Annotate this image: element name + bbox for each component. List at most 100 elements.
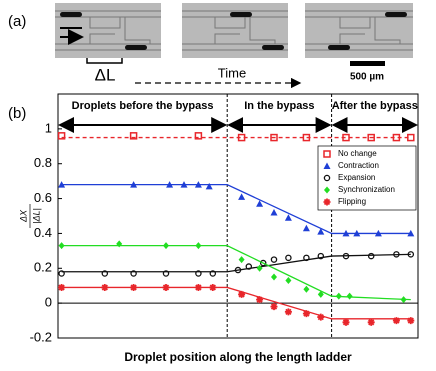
point bbox=[302, 133, 311, 142]
point bbox=[271, 273, 277, 281]
point bbox=[407, 251, 415, 258]
point bbox=[180, 181, 188, 188]
series bbox=[58, 283, 415, 326]
y-tick-label: 0.8 bbox=[34, 155, 52, 170]
point bbox=[407, 133, 415, 142]
point bbox=[342, 133, 350, 142]
point bbox=[270, 256, 278, 263]
point bbox=[317, 252, 325, 260]
point bbox=[58, 283, 66, 291]
micrographs bbox=[55, 3, 413, 58]
point bbox=[317, 290, 324, 298]
legend-marker bbox=[323, 150, 331, 158]
point bbox=[245, 263, 253, 270]
point bbox=[270, 133, 278, 142]
point bbox=[270, 209, 278, 216]
point bbox=[256, 296, 264, 304]
point bbox=[57, 132, 66, 140]
point bbox=[58, 181, 66, 188]
point bbox=[407, 317, 415, 325]
point bbox=[238, 290, 246, 298]
point bbox=[209, 270, 217, 277]
point bbox=[205, 182, 213, 190]
point bbox=[342, 229, 350, 237]
point bbox=[317, 313, 325, 321]
fit-line bbox=[61, 183, 411, 235]
legend-marker bbox=[323, 162, 331, 169]
legend-entry: No change bbox=[323, 149, 377, 158]
legend-marker bbox=[323, 198, 331, 206]
point bbox=[284, 214, 292, 221]
micrograph bbox=[182, 3, 288, 58]
point bbox=[342, 252, 350, 260]
point bbox=[194, 181, 202, 188]
point bbox=[335, 292, 342, 300]
y-tick-label: -0.2 bbox=[30, 329, 52, 344]
point bbox=[163, 242, 169, 250]
series bbox=[57, 132, 415, 142]
legend-marker bbox=[324, 186, 330, 194]
point bbox=[101, 283, 109, 291]
y-axis-label: ΔX |ΔL| bbox=[18, 204, 41, 228]
point bbox=[317, 228, 325, 235]
point bbox=[367, 133, 375, 142]
region-label: In the bypass bbox=[244, 100, 314, 112]
series bbox=[58, 251, 415, 277]
y-tick-label: 1 bbox=[45, 120, 52, 135]
point bbox=[302, 310, 310, 318]
point bbox=[101, 270, 109, 277]
series bbox=[58, 181, 415, 237]
panel-label: (b) bbox=[8, 105, 26, 122]
point bbox=[285, 254, 292, 262]
point bbox=[392, 317, 400, 325]
legend-label: Expansion bbox=[338, 173, 375, 182]
point bbox=[129, 132, 138, 140]
point bbox=[58, 242, 65, 250]
scale-label: 500 µm bbox=[350, 72, 384, 83]
point bbox=[400, 296, 407, 304]
point bbox=[285, 276, 292, 284]
point bbox=[346, 292, 353, 300]
legend-entry: Synchronization bbox=[324, 185, 395, 194]
series bbox=[58, 240, 411, 304]
point bbox=[353, 229, 361, 237]
point bbox=[259, 259, 267, 267]
point bbox=[116, 240, 123, 248]
point bbox=[367, 252, 375, 260]
point bbox=[194, 283, 202, 291]
point bbox=[303, 254, 310, 262]
point bbox=[302, 224, 310, 232]
y-tick-label: 0 bbox=[45, 295, 52, 310]
legend-label: No change bbox=[338, 149, 377, 158]
point bbox=[166, 181, 174, 188]
plot-frame bbox=[57, 93, 419, 339]
bracket bbox=[86, 58, 123, 64]
point bbox=[130, 270, 137, 277]
point bbox=[374, 229, 382, 237]
y-tick-label: 0.6 bbox=[34, 190, 52, 205]
point bbox=[162, 270, 170, 277]
legend-label: Flipping bbox=[338, 197, 366, 206]
point bbox=[270, 303, 278, 311]
point bbox=[284, 308, 292, 316]
point bbox=[238, 256, 245, 264]
point bbox=[256, 264, 263, 272]
micrograph bbox=[55, 3, 161, 58]
panel-label: (a) bbox=[8, 13, 26, 30]
point bbox=[392, 133, 401, 142]
point bbox=[237, 133, 246, 142]
fit-line bbox=[61, 253, 411, 273]
point bbox=[58, 270, 65, 277]
x-axis-label: Droplet position along the length ladder bbox=[124, 350, 352, 364]
region-label: After the bypass bbox=[332, 100, 418, 112]
point bbox=[162, 283, 170, 291]
point bbox=[367, 318, 375, 326]
y-label-denominator: |ΔL| bbox=[31, 208, 41, 224]
micrograph bbox=[305, 3, 413, 58]
point bbox=[342, 318, 350, 326]
y-tick-label: 0.4 bbox=[34, 225, 52, 240]
point bbox=[234, 266, 242, 274]
legend-label: Synchronization bbox=[338, 185, 395, 194]
legend-entry: Flipping bbox=[323, 197, 366, 206]
